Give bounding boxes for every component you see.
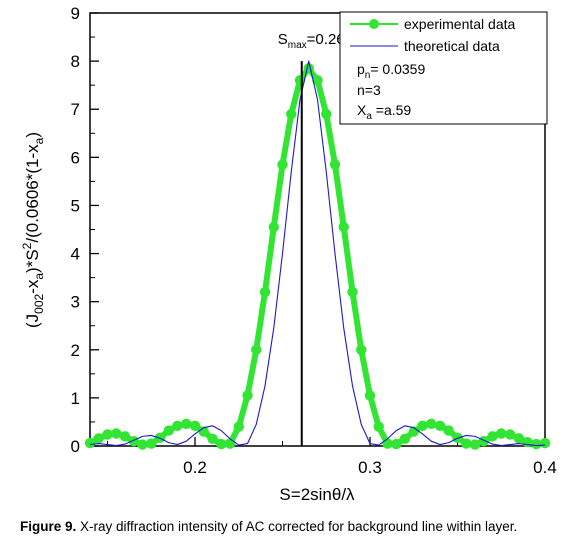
y-axis-ticks: 0 1 2 3 4 5 6 7 8 9 [71, 4, 99, 456]
x-tick-label-2: 0.4 [533, 458, 557, 477]
experimental-point-25 [303, 63, 314, 74]
legend-entry-theoretical: theoretical data [404, 38, 500, 54]
experimental-point-43 [461, 438, 472, 449]
experimental-point-39 [426, 418, 437, 430]
experimental-point-51 [531, 438, 542, 450]
experimental-point-27 [321, 108, 332, 120]
experimental-point-40 [434, 420, 446, 431]
legend-param-xa: Xa =a.59 [357, 102, 411, 122]
y-tick-label-8: 8 [71, 52, 80, 71]
experimental-point-11 [181, 418, 192, 430]
y-label-d: a [32, 273, 46, 280]
experimental-point-19 [251, 344, 262, 355]
experimental-point-16 [224, 438, 236, 449]
experimental-point-32 [364, 390, 376, 401]
experimental-point-45 [478, 435, 489, 447]
legend-param-pn-main: p [357, 61, 365, 77]
experimental-point-4 [119, 431, 131, 442]
legend-param-pn: pn= 0.0359 [357, 61, 425, 81]
y-label-c: -x [23, 279, 42, 294]
experimental-point-0 [84, 437, 96, 449]
y-tick-label-2: 2 [71, 341, 80, 360]
experimental-point-30 [347, 286, 358, 298]
experimental-point-52 [539, 437, 551, 449]
y-axis-label: (J002-xa)*S2/(0.0606*(1-xa) [20, 132, 46, 328]
series-layer [84, 60, 551, 450]
legend-param-pn-sub: n [365, 70, 371, 81]
series-theoretical-line [89, 60, 546, 447]
experimental-point-35 [391, 438, 402, 450]
y-label-g: /(0.0606*(1-x [23, 144, 42, 243]
experimental-point-44 [469, 439, 481, 450]
experimental-point-47 [496, 428, 507, 439]
experimental-point-17 [233, 421, 244, 432]
experimental-point-2 [102, 429, 113, 440]
legend-param-n: n=3 [357, 82, 381, 98]
y-tick-label-6: 6 [71, 148, 80, 167]
experimental-point-7 [146, 438, 157, 449]
experimental-point-14 [207, 433, 218, 444]
legend-param-xa-value: =a.59 [372, 102, 412, 118]
y-tick-label-3: 3 [71, 293, 80, 312]
y-label-b: 002 [32, 293, 46, 313]
experimental-point-28 [329, 159, 341, 170]
legend-marker-experimental [369, 19, 379, 29]
series-experimental-line [88, 65, 546, 448]
x-tick-label-1: 0.3 [358, 458, 382, 477]
x-axis-ticks: 0.2 0.3 0.4 [107, 437, 557, 477]
experimental-point-21 [268, 221, 279, 233]
experimental-point-15 [216, 438, 227, 450]
y-label-a: (J [23, 314, 42, 328]
experimental-point-46 [487, 431, 498, 442]
peak-label-sub: max [288, 40, 307, 51]
y-tick-label-9: 9 [71, 4, 80, 23]
experimental-point-23 [286, 108, 297, 120]
legend-box [339, 11, 548, 125]
experimental-point-33 [373, 421, 384, 432]
figure-caption: Figure 9. X-ray diffraction intensity of… [20, 519, 560, 534]
experimental-point-38 [417, 420, 428, 431]
legend-entry-experimental: experimental data [404, 16, 516, 32]
y-tick-label-4: 4 [71, 245, 80, 264]
y-tick-label-0: 0 [71, 437, 80, 456]
legend-param-xa-sub: a [366, 111, 372, 122]
caption-label: Figure 9. [20, 519, 77, 534]
experimental-point-22 [277, 159, 288, 170]
experimental-point-29 [338, 221, 349, 233]
x-tick-label-0: 0.2 [183, 458, 207, 477]
y-label-i: ) [23, 132, 42, 138]
legend-param-pn-value: = 0.0359 [370, 61, 425, 77]
y-tick-label-1: 1 [71, 389, 80, 408]
experimental-point-48 [504, 429, 516, 440]
y-label-h: a [32, 137, 46, 144]
legend-param-xa-main: X [357, 102, 367, 118]
experimental-point-12 [189, 420, 201, 431]
peak-label-main: S [278, 31, 288, 48]
y-tick-label-7: 7 [71, 100, 80, 119]
x-axis-label: S=2sinθ/λ [279, 485, 355, 504]
experimental-point-1 [93, 433, 104, 444]
experimental-point-3 [111, 428, 122, 439]
experimental-point-9 [163, 425, 174, 436]
caption-text: X-ray diffraction intensity of AC correc… [76, 519, 518, 534]
experimental-point-49 [513, 433, 524, 444]
experimental-point-6 [137, 439, 148, 450]
y-label-f: 2 [20, 242, 34, 249]
experimental-point-10 [172, 420, 183, 431]
experimental-point-36 [399, 433, 411, 444]
y-tick-label-5: 5 [71, 196, 80, 215]
legend: experimental data theoretical data pn= 0… [339, 11, 548, 125]
experimental-point-26 [312, 75, 323, 86]
experimental-point-18 [242, 390, 253, 401]
y-label-e: )*S [23, 249, 42, 273]
experimental-point-20 [259, 286, 271, 298]
experimental-point-50 [522, 436, 533, 448]
experimental-point-31 [356, 344, 367, 355]
experimental-point-41 [443, 425, 454, 436]
